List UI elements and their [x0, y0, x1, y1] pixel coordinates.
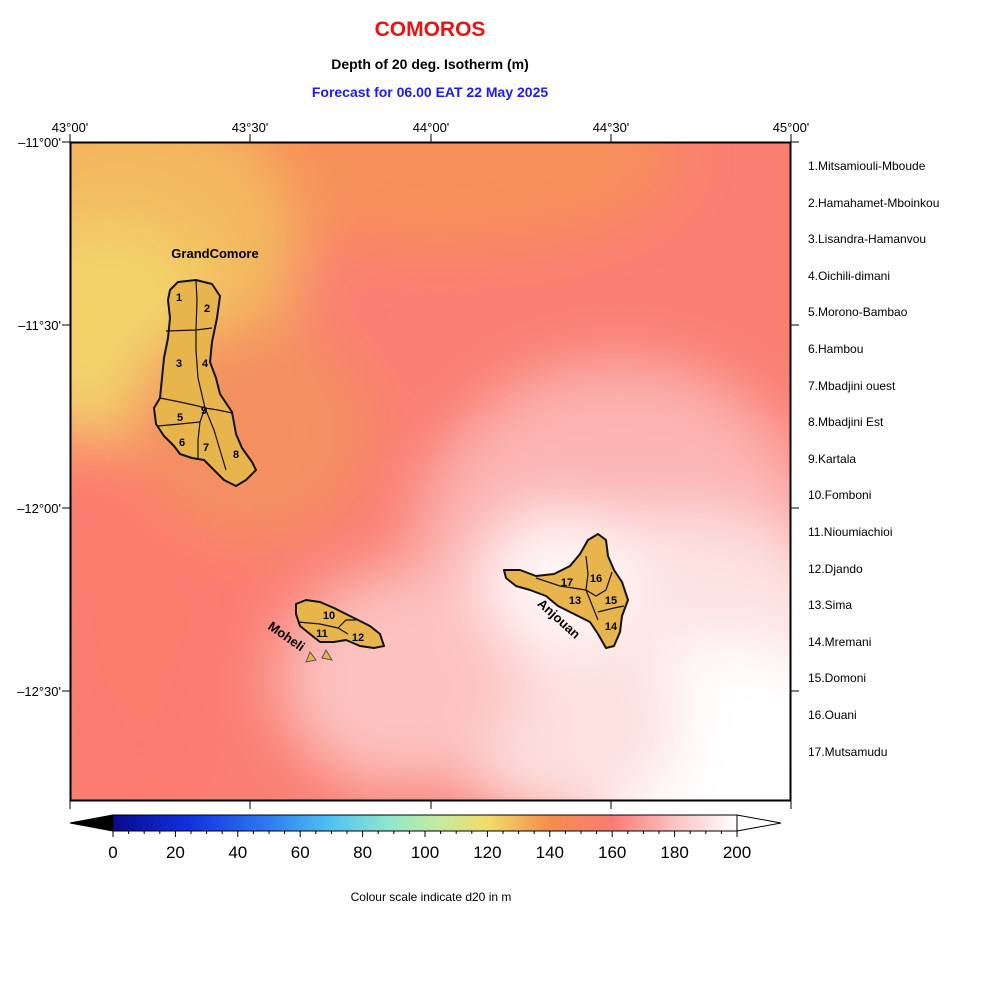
legend-item: 9.Kartala [808, 451, 857, 466]
island-label-grand-comore: GrandComore [171, 246, 258, 261]
colorbar-tick-label: 20 [166, 843, 185, 862]
region-number: 16 [590, 573, 602, 585]
lat-tick-label: –12°00' [17, 501, 61, 516]
lat-tick-label: –11°30' [18, 318, 61, 333]
grand-comore-coast [153, 279, 257, 487]
legend-item: 10.Fomboni [808, 488, 872, 503]
lat-tick-label: –11°00' [18, 135, 61, 150]
region-number: 1 [176, 292, 182, 304]
region-number: 4 [202, 358, 209, 370]
region-number: 5 [177, 412, 183, 424]
region-number: 2 [204, 303, 210, 315]
region-number: 12 [352, 632, 364, 644]
legend-item: 6.Hambou [808, 341, 864, 356]
colorbar-tick-label: 160 [598, 843, 626, 862]
region-number: 6 [179, 437, 185, 449]
island-moheli: 10 11 12 [295, 599, 385, 663]
region-number: 7 [203, 442, 209, 454]
lon-tick-label: 45°00' [773, 120, 810, 135]
legend-item: 5.Morono-Bambao [808, 305, 908, 320]
region-number: 9 [201, 405, 207, 417]
region-legend: 1.Mitsamiouli-Mboude 2.Hamahamet-Mboinko… [808, 157, 939, 779]
colorbar-tick-label: 80 [353, 843, 372, 862]
moheli-islets [305, 648, 334, 663]
region-number: 3 [176, 358, 182, 370]
colorbar-tick-label: 60 [291, 843, 310, 862]
colorbar: 0 20 40 60 80 100 120 140 160 180 200 [69, 814, 782, 862]
region-number: 10 [323, 610, 335, 622]
colorbar-tick-label: 180 [660, 843, 688, 862]
map-subtitle: Depth of 20 deg. Isotherm (m) [331, 56, 529, 72]
colorbar-caption: Colour scale indicate d20 in m [350, 890, 512, 904]
map-frame [69, 141, 792, 802]
colorbar-high-arrow [736, 814, 782, 832]
lat-tick-label: –12°30' [17, 684, 61, 699]
lon-tick-label: 43°30' [232, 120, 269, 135]
d20-heatmap [70, 142, 791, 801]
grand-comore-districts [157, 280, 233, 471]
legend-item: 8.Mbadjini Est [808, 415, 884, 430]
region-number: 14 [605, 621, 618, 633]
legend-item: 16.Ouani [808, 707, 857, 722]
island-grand-comore: 1 2 3 4 5 6 7 8 9 [153, 279, 257, 487]
legend-item: 17.Mutsamudu [808, 744, 888, 759]
anjouan-coast [503, 533, 629, 649]
region-number: 11 [316, 628, 328, 640]
lon-tick-label: 44°00' [413, 120, 450, 135]
colorbar-tick-label: 0 [108, 843, 117, 862]
region-number: 8 [233, 449, 239, 461]
region-number: 13 [569, 595, 581, 607]
legend-item: 11.Nioumiachioi [808, 524, 893, 539]
legend-item: 3.Lisandra-Hamanvou [808, 232, 927, 247]
legend-item: 14.Mremani [808, 634, 872, 649]
forecast-time: Forecast for 06.00 EAT 22 May 2025 [311, 84, 549, 100]
legend-item: 15.Domoni [808, 671, 867, 686]
legend-item: 2.Hamahamet-Mboinkou [808, 195, 940, 210]
colorbar-tick-label: 100 [411, 843, 439, 862]
colorbar-tick-label: 40 [228, 843, 247, 862]
lon-tick-label: 44°30' [593, 120, 630, 135]
legend-item: 13.Sima [808, 598, 853, 613]
colorbar-tick-label: 120 [473, 843, 501, 862]
colorbar-low-arrow [69, 814, 114, 832]
legend-item: 7.Mbadjini ouest [808, 378, 896, 393]
colorbar-ramp [112, 814, 738, 832]
map-title: COMOROS [374, 18, 486, 41]
legend-item: 1.Mitsamiouli-Mboude [808, 159, 926, 173]
lon-tick-label: 43°00' [52, 120, 89, 135]
region-number: 17 [561, 577, 573, 589]
colorbar-tick-label: 200 [723, 843, 751, 862]
legend-item: 12.Djando [808, 561, 863, 576]
legend-item: 4.Oichili-dimani [808, 268, 891, 283]
island-anjouan: 13 14 15 16 17 [503, 533, 629, 649]
colorbar-tick-label: 140 [536, 843, 564, 862]
axis-ticks [62, 134, 799, 809]
moheli-coast [295, 599, 385, 649]
region-number: 15 [605, 595, 617, 607]
